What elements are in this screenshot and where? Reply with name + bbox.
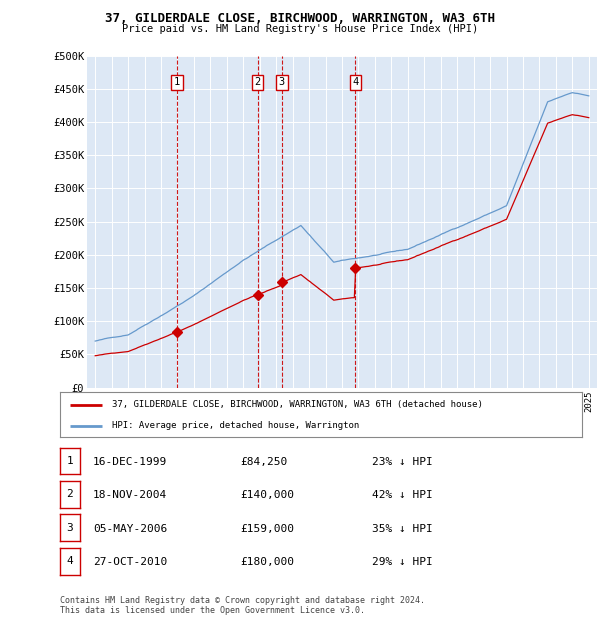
Text: 3: 3 xyxy=(278,78,285,87)
Text: Price paid vs. HM Land Registry's House Price Index (HPI): Price paid vs. HM Land Registry's House … xyxy=(122,24,478,33)
Text: 18-NOV-2004: 18-NOV-2004 xyxy=(93,490,167,500)
Text: 1: 1 xyxy=(174,78,180,87)
Text: 2: 2 xyxy=(67,489,73,499)
Text: 3: 3 xyxy=(67,523,73,533)
Text: 16-DEC-1999: 16-DEC-1999 xyxy=(93,457,167,467)
Text: 27-OCT-2010: 27-OCT-2010 xyxy=(93,557,167,567)
Text: £180,000: £180,000 xyxy=(240,557,294,567)
Text: £84,250: £84,250 xyxy=(240,457,287,467)
Text: 37, GILDERDALE CLOSE, BIRCHWOOD, WARRINGTON, WA3 6TH: 37, GILDERDALE CLOSE, BIRCHWOOD, WARRING… xyxy=(105,12,495,25)
Text: 1: 1 xyxy=(67,456,73,466)
Text: 29% ↓ HPI: 29% ↓ HPI xyxy=(372,557,433,567)
Text: 4: 4 xyxy=(67,556,73,566)
Text: Contains HM Land Registry data © Crown copyright and database right 2024.
This d: Contains HM Land Registry data © Crown c… xyxy=(60,596,425,615)
Text: 2: 2 xyxy=(254,78,261,87)
Text: 4: 4 xyxy=(352,78,359,87)
Text: £159,000: £159,000 xyxy=(240,524,294,534)
Text: £140,000: £140,000 xyxy=(240,490,294,500)
Text: 42% ↓ HPI: 42% ↓ HPI xyxy=(372,490,433,500)
Text: 23% ↓ HPI: 23% ↓ HPI xyxy=(372,457,433,467)
Text: HPI: Average price, detached house, Warrington: HPI: Average price, detached house, Warr… xyxy=(112,422,359,430)
Text: 35% ↓ HPI: 35% ↓ HPI xyxy=(372,524,433,534)
Text: 05-MAY-2006: 05-MAY-2006 xyxy=(93,524,167,534)
Text: 37, GILDERDALE CLOSE, BIRCHWOOD, WARRINGTON, WA3 6TH (detached house): 37, GILDERDALE CLOSE, BIRCHWOOD, WARRING… xyxy=(112,401,483,409)
